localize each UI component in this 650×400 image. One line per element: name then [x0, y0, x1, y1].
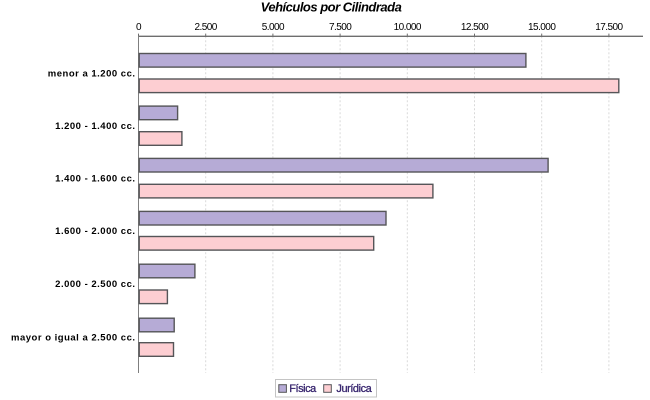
svg-text:1.600 - 2.000 cc.: 1.600 - 2.000 cc. — [55, 226, 135, 237]
svg-text:5.000: 5.000 — [262, 22, 285, 33]
svg-text:Vehículos por Cilindrada: Vehículos por Cilindrada — [261, 0, 402, 15]
svg-text:Jurídica: Jurídica — [336, 383, 372, 395]
svg-text:12.500: 12.500 — [461, 22, 489, 33]
svg-text:menor a 1.200 cc.: menor a 1.200 cc. — [48, 68, 136, 79]
svg-text:2.500: 2.500 — [195, 22, 218, 33]
svg-text:1.200 - 1.400 cc.: 1.200 - 1.400 cc. — [55, 121, 135, 132]
svg-text:1.400 - 1.600 cc.: 1.400 - 1.600 cc. — [55, 173, 135, 184]
svg-text:17.500: 17.500 — [595, 22, 623, 33]
svg-text:10.000: 10.000 — [394, 22, 422, 33]
svg-text:0: 0 — [136, 22, 142, 33]
svg-text:15.000: 15.000 — [528, 22, 556, 33]
svg-text:mayor o igual a 2.500 cc.: mayor o igual a 2.500 cc. — [11, 333, 135, 344]
svg-text:7.500: 7.500 — [329, 22, 352, 33]
svg-text:Física: Física — [289, 383, 317, 395]
svg-text:2.000 - 2.500 cc.: 2.000 - 2.500 cc. — [55, 279, 135, 290]
